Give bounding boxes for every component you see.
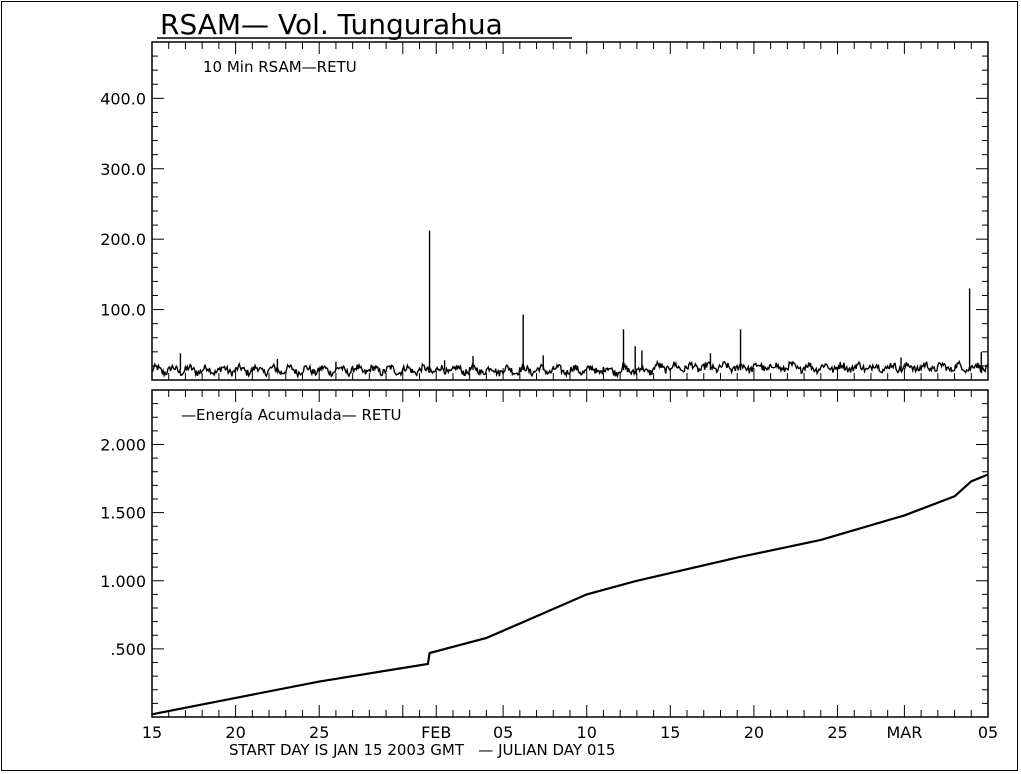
y-tick-label: 2.000 bbox=[100, 436, 146, 455]
y-tick-label: 300.0 bbox=[100, 160, 146, 179]
x-tick-label: 25 bbox=[309, 723, 329, 742]
x-tick-labels: 15 20 25 FEB 05 10 15 20 25 MAR 05 bbox=[142, 723, 998, 742]
x-tick-label: 15 bbox=[142, 723, 162, 742]
y-tick-label: 100.0 bbox=[100, 301, 146, 320]
start-day-footer: START DAY IS JAN 15 2003 GMT — JULIAN DA… bbox=[229, 741, 615, 759]
y-tick-label: 1.000 bbox=[100, 572, 146, 591]
chart-title: RSAM— Vol. Tungurahua bbox=[160, 8, 503, 41]
y-tick-label: 200.0 bbox=[100, 230, 146, 249]
x-tick-label: 25 bbox=[827, 723, 847, 742]
y-tick-label: 400.0 bbox=[100, 89, 146, 108]
y-tick-label: 1.500 bbox=[100, 504, 146, 523]
x-tick-label: 20 bbox=[744, 723, 764, 742]
chart-panels: 100.0 200.0 300.0 400.0 10 Min RSAM—RETU .500… bbox=[100, 41, 989, 718]
x-tick-label: FEB bbox=[421, 723, 451, 742]
x-tick-label: 20 bbox=[225, 723, 245, 742]
x-tick-label: 10 bbox=[577, 723, 597, 742]
x-tick-label: 15 bbox=[660, 723, 680, 742]
panel-title: —Energía Acumulada— RETU bbox=[181, 406, 402, 424]
panel-2: .500 1.000 1.500 2.000 —Energía Acumulada— R… bbox=[100, 389, 989, 718]
x-tick-label: MAR bbox=[886, 723, 922, 742]
energy-series-line bbox=[151, 473, 989, 716]
x-tick-label: 05 bbox=[493, 723, 513, 742]
panel-1: 100.0 200.0 300.0 400.0 10 Min RSAM—RETU bbox=[100, 41, 989, 381]
panel-title: 10 Min RSAM—RETU bbox=[203, 58, 357, 76]
rsam-series-line bbox=[151, 359, 989, 379]
plot-area-border bbox=[151, 389, 989, 718]
plot-area-border bbox=[151, 41, 989, 381]
y-tick-label: .500 bbox=[110, 640, 146, 659]
x-tick-label: 05 bbox=[978, 723, 998, 742]
